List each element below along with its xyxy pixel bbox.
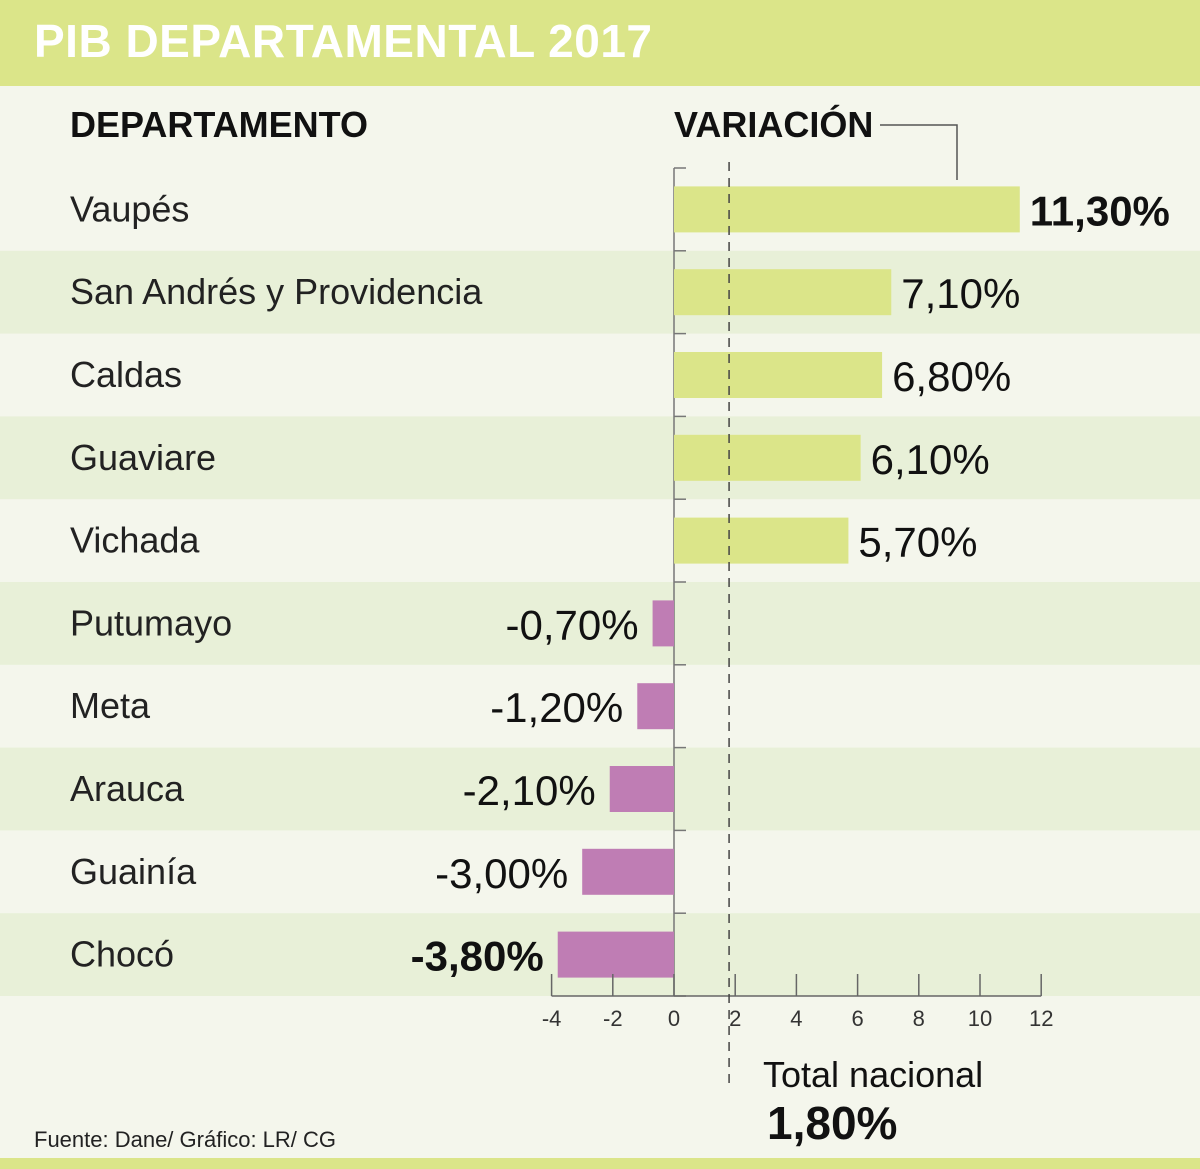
value-label: 11,30% — [1030, 187, 1170, 234]
category-label: San Andrés y Providencia — [70, 271, 483, 312]
x-tick-label: 0 — [668, 1006, 680, 1031]
x-tick-label: -4 — [542, 1006, 562, 1031]
x-tick-label: 10 — [968, 1006, 992, 1031]
bar — [674, 352, 883, 398]
value-label: 6,80% — [892, 353, 1011, 400]
category-label: Chocó — [70, 934, 174, 975]
value-label: 6,10% — [871, 436, 990, 483]
category-label: Vaupés — [70, 188, 189, 229]
header-connector — [880, 124, 958, 180]
x-tick-label: 8 — [913, 1006, 925, 1031]
bar — [674, 517, 849, 564]
x-tick-label: 12 — [1029, 1006, 1053, 1031]
chart-title: PIB DEPARTAMENTAL 2017 — [34, 15, 653, 67]
bar — [609, 766, 674, 812]
category-label: Arauca — [70, 768, 185, 809]
value-label: -2,10% — [463, 767, 596, 814]
row-stripe — [0, 250, 1200, 334]
category-label: Caldas — [70, 354, 182, 395]
category-label: Guaviare — [70, 437, 216, 478]
variation-column-header: VARIACIÓN — [674, 104, 874, 145]
row-stripe — [0, 747, 1200, 831]
row-stripe — [0, 582, 1200, 665]
source-note: Fuente: Dane/ Gráfico: LR/ CG — [34, 1127, 337, 1152]
category-label: Meta — [70, 685, 151, 726]
category-label: Putumayo — [70, 602, 232, 643]
value-label: 7,10% — [901, 270, 1020, 317]
bar — [637, 683, 674, 730]
bar — [674, 269, 892, 316]
total-value: 1,80% — [767, 1097, 898, 1149]
row-stripe — [0, 416, 1200, 500]
department-column-header: DEPARTAMENTO — [70, 104, 369, 145]
value-label: -0,70% — [506, 601, 639, 648]
value-label: -3,80% — [411, 933, 544, 980]
bar — [582, 848, 674, 895]
header-banner: PIB DEPARTAMENTAL 2017 — [0, 0, 1200, 86]
bar — [674, 434, 861, 481]
value-label: -1,20% — [490, 684, 623, 731]
x-tick-label: 6 — [851, 1006, 863, 1031]
x-tick-label: -2 — [603, 1006, 623, 1031]
x-tick-label: 2 — [729, 1006, 741, 1031]
x-tick-label: 4 — [790, 1006, 802, 1031]
bar — [557, 931, 674, 978]
category-label: Guainía — [70, 851, 197, 892]
value-label: 5,70% — [858, 519, 977, 566]
value-label: -3,00% — [435, 850, 568, 897]
footer-bar — [0, 1158, 1200, 1169]
total-label: Total nacional — [763, 1054, 984, 1095]
bar — [652, 600, 674, 647]
category-label: Vichada — [70, 520, 200, 561]
bar — [674, 186, 1020, 233]
